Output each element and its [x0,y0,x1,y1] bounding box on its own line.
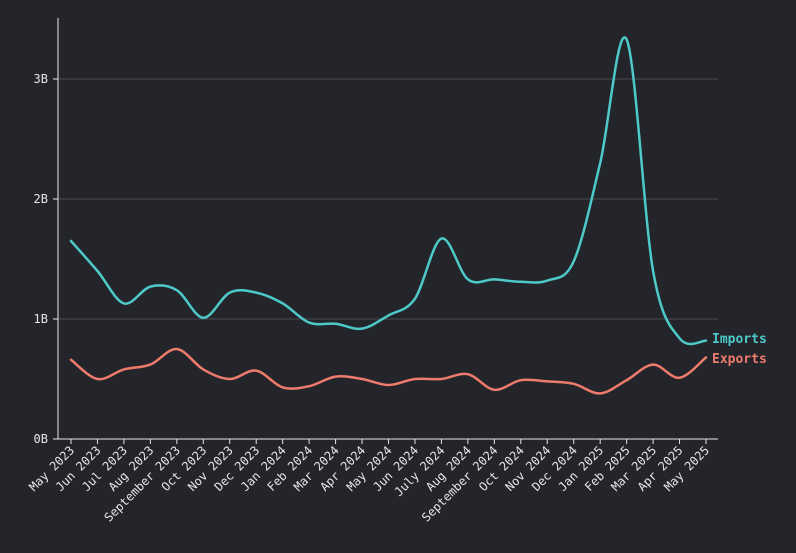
imports-label: Imports [712,332,767,347]
y-axis-ticks: 0B 1B 2B 3B [34,72,58,446]
axes [57,18,718,440]
series-labels: Imports Exports [712,332,767,367]
y-tick-label: 3B [34,72,48,86]
grid-lines [58,78,718,320]
y-tick-label: 0B [34,432,48,446]
series-lines [69,36,708,395]
imports-line [69,36,708,346]
y-tick-label: 1B [34,312,48,326]
exports-label: Exports [712,352,767,367]
exports-line [69,347,708,395]
y-tick-label: 2B [34,192,48,206]
